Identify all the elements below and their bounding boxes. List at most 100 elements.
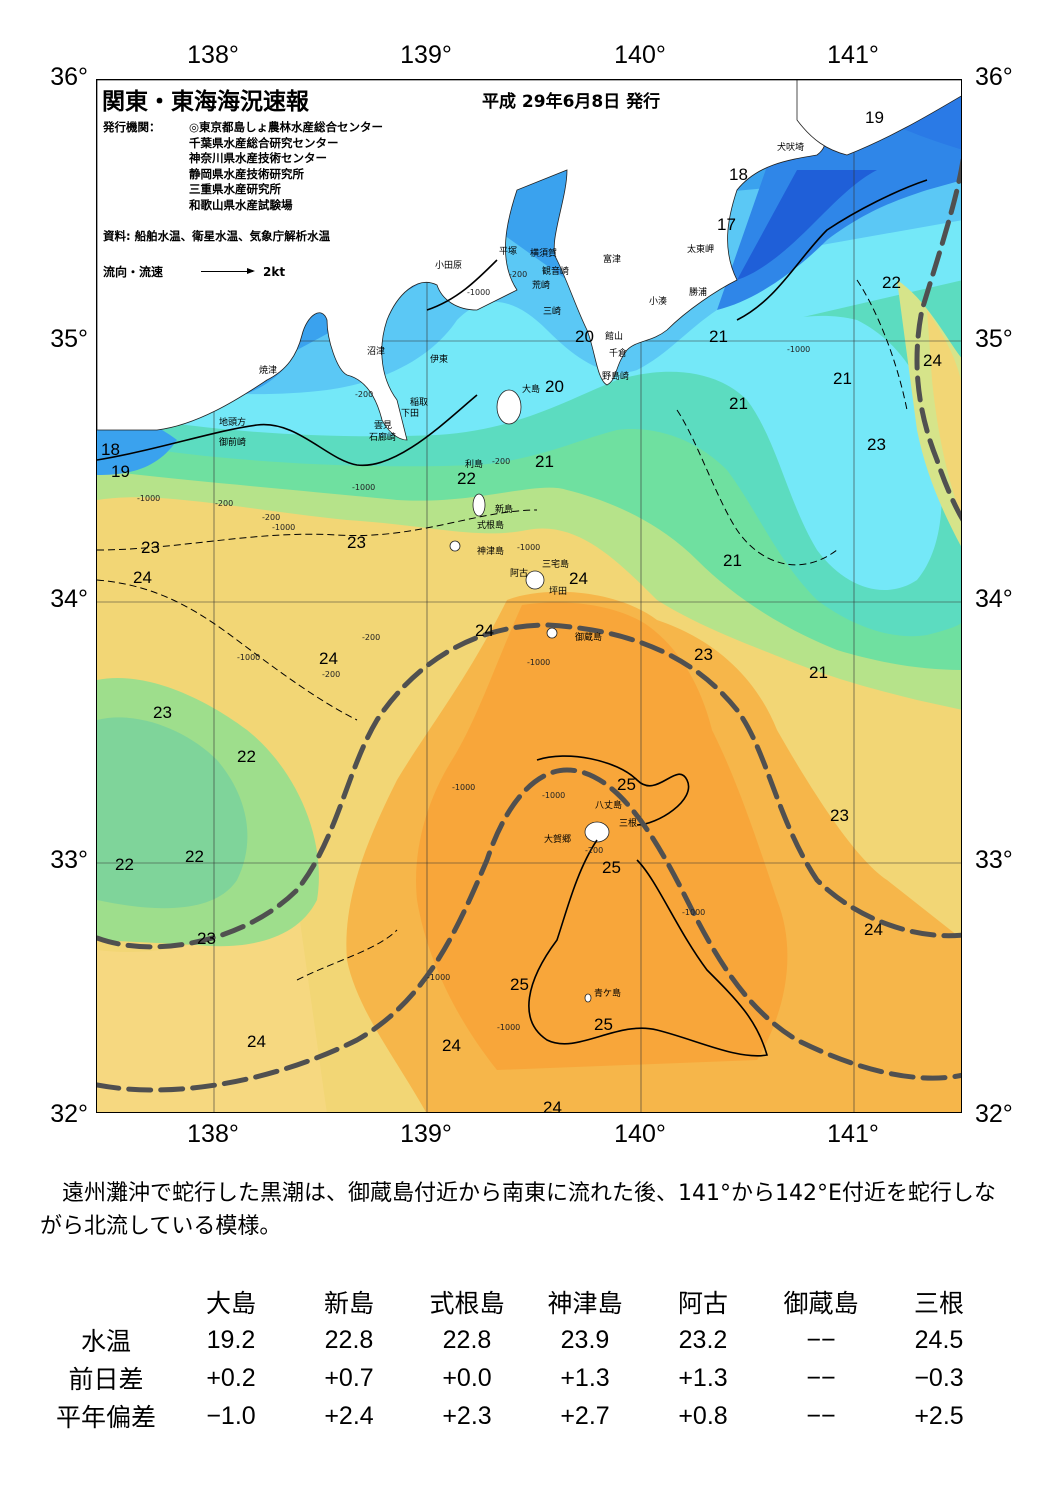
iso-label: 22 xyxy=(185,847,204,866)
table-cell: +0.8 xyxy=(678,1401,728,1430)
depth-label: -200 xyxy=(262,513,280,522)
place-label: 御前崎 xyxy=(219,436,246,448)
iso-label: 24 xyxy=(442,1036,461,1055)
iso-label: 23 xyxy=(141,538,160,557)
island-aogashima xyxy=(584,993,592,1003)
depth-label: -200 xyxy=(585,846,603,855)
iso-label: 21 xyxy=(723,551,742,570)
col-header: 御蔵島 xyxy=(783,1290,859,1318)
lon-tick-141-top: 141° xyxy=(827,41,879,69)
place-label: 小田原 xyxy=(435,260,462,271)
place-label: 太東岬 xyxy=(687,243,714,255)
observation-table: 大島 新島 式根島 神津島 阿古 御蔵島 三根 水温 19.2 22.8 22.… xyxy=(40,1283,998,1435)
flow-arrow-icon xyxy=(201,267,256,274)
table-cell: +0.2 xyxy=(206,1363,256,1392)
lat-tick-34-right: 34° xyxy=(975,585,1013,613)
issuer-item: 三重県水産研究所 xyxy=(189,182,281,196)
iso-label: 24 xyxy=(569,569,588,588)
col-header: 新島 xyxy=(323,1290,374,1318)
depth-label: -1000 xyxy=(527,658,550,667)
issuer-item: 和歌山県水産試験場 xyxy=(189,197,293,212)
land-areas xyxy=(97,80,961,441)
place-label: 沼津 xyxy=(367,346,385,357)
place-label: 伊東 xyxy=(430,353,448,365)
table-row: 前日差 +0.2 +0.7 +0.0 +1.3 +1.3 −− −0.3 xyxy=(40,1359,998,1397)
issuer-label: 発行機関： xyxy=(103,120,161,134)
place-label: 観音崎 xyxy=(542,265,569,277)
table-header-row: 大島 新島 式根島 神津島 阿古 御蔵島 三根 xyxy=(40,1283,998,1321)
lat-tick-33-right: 33° xyxy=(975,846,1013,874)
place-label: 阿古 xyxy=(510,567,528,579)
lat-tick-33-left: 33° xyxy=(50,846,88,874)
depth-label: -1000 xyxy=(452,783,475,792)
lon-tick-139-bottom: 139° xyxy=(400,1120,452,1148)
place-label: 千倉 xyxy=(609,347,627,359)
table-cell: 24.5 xyxy=(914,1325,964,1354)
place-label: 小湊 xyxy=(649,295,667,307)
depth-labels: -200 -1000 -200 -1000 -200 -200 -1000 -2… xyxy=(137,270,810,1032)
row-header: 前日差 xyxy=(68,1366,144,1394)
iso-label: 24 xyxy=(543,1098,562,1113)
lat-tick-32-right: 32° xyxy=(975,1100,1013,1128)
iso-label: 25 xyxy=(594,1015,613,1034)
sst-band-17 xyxy=(737,170,877,280)
table-row: 平年偏差 −1.0 +2.4 +2.3 +2.7 +0.8 −− +2.5 xyxy=(40,1397,998,1435)
table-cell: +0.0 xyxy=(442,1363,492,1392)
summary-paragraph: 遠州灘沖で蛇行した黒潮は、御蔵島付近から南東に流れた後、141°から142°E付… xyxy=(40,1181,996,1239)
iso-label: 22 xyxy=(115,855,134,874)
depth-label: -1000 xyxy=(467,288,490,297)
depth-label: -1000 xyxy=(352,483,375,492)
iso-label: 23 xyxy=(153,703,172,722)
depth-label: -200 xyxy=(322,670,340,679)
lon-tick-141-bottom: 141° xyxy=(827,1120,879,1148)
lat-tick-36-right: 36° xyxy=(975,63,1013,91)
place-label: 三根 xyxy=(619,817,637,829)
iso-label: 24 xyxy=(247,1032,266,1051)
iso-label: 25 xyxy=(510,975,529,994)
isotherm-dashed xyxy=(97,279,908,981)
issuer-item: 千葉県水産総合研究センター xyxy=(189,135,339,150)
island-niijima xyxy=(472,493,486,517)
table-cell: +2.5 xyxy=(914,1401,964,1430)
table-cell: +1.3 xyxy=(560,1363,610,1392)
table-cell: 23.2 xyxy=(678,1325,728,1354)
depth-label: -1000 xyxy=(237,653,260,662)
iso-label: 20 xyxy=(545,377,564,396)
map-svg: 19 18 17 22 24 21 21 23 20 20 21 21 22 1… xyxy=(97,80,961,1113)
col-header: 阿古 xyxy=(677,1290,728,1318)
place-label: 大賀郷 xyxy=(544,833,571,845)
flow-legend-scale: 2kt xyxy=(263,264,286,279)
place-label: 三宅島 xyxy=(542,558,569,570)
summary-text: 遠州灘沖で蛇行した黒潮は、御蔵島付近から南東に流れた後、141°から142°E付… xyxy=(40,1177,1000,1243)
iso-label: 23 xyxy=(694,645,713,664)
depth-label: -200 xyxy=(355,390,373,399)
place-label: 雲見 xyxy=(374,420,392,431)
depth-label: -1000 xyxy=(137,494,160,503)
place-label: 神津島 xyxy=(477,545,504,557)
place-label: 横須賀 xyxy=(530,247,557,259)
iso-label: 21 xyxy=(709,327,728,346)
col-header: 三根 xyxy=(913,1290,964,1318)
table-cell: −− xyxy=(806,1325,836,1354)
iso-label: 17 xyxy=(717,215,736,234)
iso-label: 21 xyxy=(729,394,748,413)
flow-legend-label: 流向・流速 xyxy=(103,265,164,279)
table-cell: +2.3 xyxy=(442,1401,492,1430)
row-header: 水温 xyxy=(80,1328,131,1356)
place-label: 富津 xyxy=(603,253,621,265)
iso-label: 22 xyxy=(882,273,901,292)
issuer-item: 神奈川県水産技術センター xyxy=(189,151,327,165)
sea-temperature-map: 19 18 17 22 24 21 21 23 20 20 21 21 22 1… xyxy=(96,79,962,1113)
iso-label: 21 xyxy=(535,452,554,471)
place-label: 三崎 xyxy=(543,305,561,317)
place-label: 青ケ島 xyxy=(594,987,621,999)
island-oshima xyxy=(496,389,522,425)
iso-label: 21 xyxy=(833,369,852,388)
lon-tick-139-top: 139° xyxy=(400,41,452,69)
flow-legend: 流向・流速 2kt xyxy=(103,263,285,280)
sst-band-24-east xyxy=(927,310,961,515)
place-label: 大島 xyxy=(522,383,540,395)
sst-band-24-south xyxy=(97,900,327,1112)
table-cell: −− xyxy=(806,1363,836,1392)
issuer-item: 静岡県水産技術研究所 xyxy=(189,166,304,181)
